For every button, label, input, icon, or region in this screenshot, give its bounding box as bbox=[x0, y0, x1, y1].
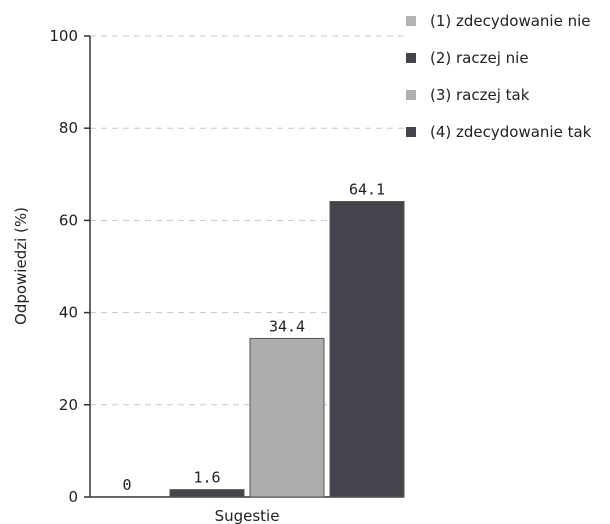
legend-swatch bbox=[406, 90, 416, 100]
bar-series-2 bbox=[169, 489, 245, 498]
y-tick-label: 40 bbox=[59, 304, 78, 322]
legend-label: (1) zdecydowanie nie bbox=[430, 12, 591, 30]
y-tick-label: 0 bbox=[68, 488, 78, 506]
data-label-series-4: 64.1 bbox=[349, 180, 385, 198]
legend-swatch bbox=[406, 16, 416, 26]
y-tick-label: 60 bbox=[59, 211, 78, 229]
bar-series-3 bbox=[249, 337, 325, 498]
y-axis-label: Odpowiedzi (%) bbox=[12, 207, 30, 325]
data-labels: 0 1.6 34.4 64.1 bbox=[122, 180, 385, 494]
legend-label: (2) raczej nie bbox=[430, 49, 529, 67]
y-tick-label: 20 bbox=[59, 396, 78, 414]
legend-swatch bbox=[406, 127, 416, 137]
data-label-series-1: 0 bbox=[122, 476, 131, 494]
legend-item-4: (4) zdecydowanie tak bbox=[400, 123, 610, 142]
y-tick-labels: 0 20 40 60 80 100 bbox=[49, 27, 90, 506]
x-axis-label: Sugestie bbox=[215, 507, 280, 524]
data-label-series-2: 1.6 bbox=[193, 469, 220, 487]
gridlines bbox=[90, 35, 404, 406]
legend-item-1: (1) zdecydowanie nie bbox=[400, 12, 610, 31]
bars bbox=[169, 200, 405, 498]
legend-item-2: (2) raczej nie bbox=[400, 49, 610, 68]
legend: (1) zdecydowanie nie (2) raczej nie (3) ra… bbox=[400, 12, 610, 160]
legend-item-3: (3) raczej tak bbox=[400, 86, 610, 105]
bar-series-4 bbox=[329, 200, 405, 498]
y-tick-label: 100 bbox=[49, 27, 78, 45]
legend-label: (4) zdecydowanie tak bbox=[430, 123, 592, 141]
legend-swatch bbox=[406, 53, 416, 63]
y-tick-label: 80 bbox=[59, 119, 78, 137]
data-label-series-3: 34.4 bbox=[269, 317, 305, 335]
legend-label: (3) raczej tak bbox=[430, 86, 530, 104]
